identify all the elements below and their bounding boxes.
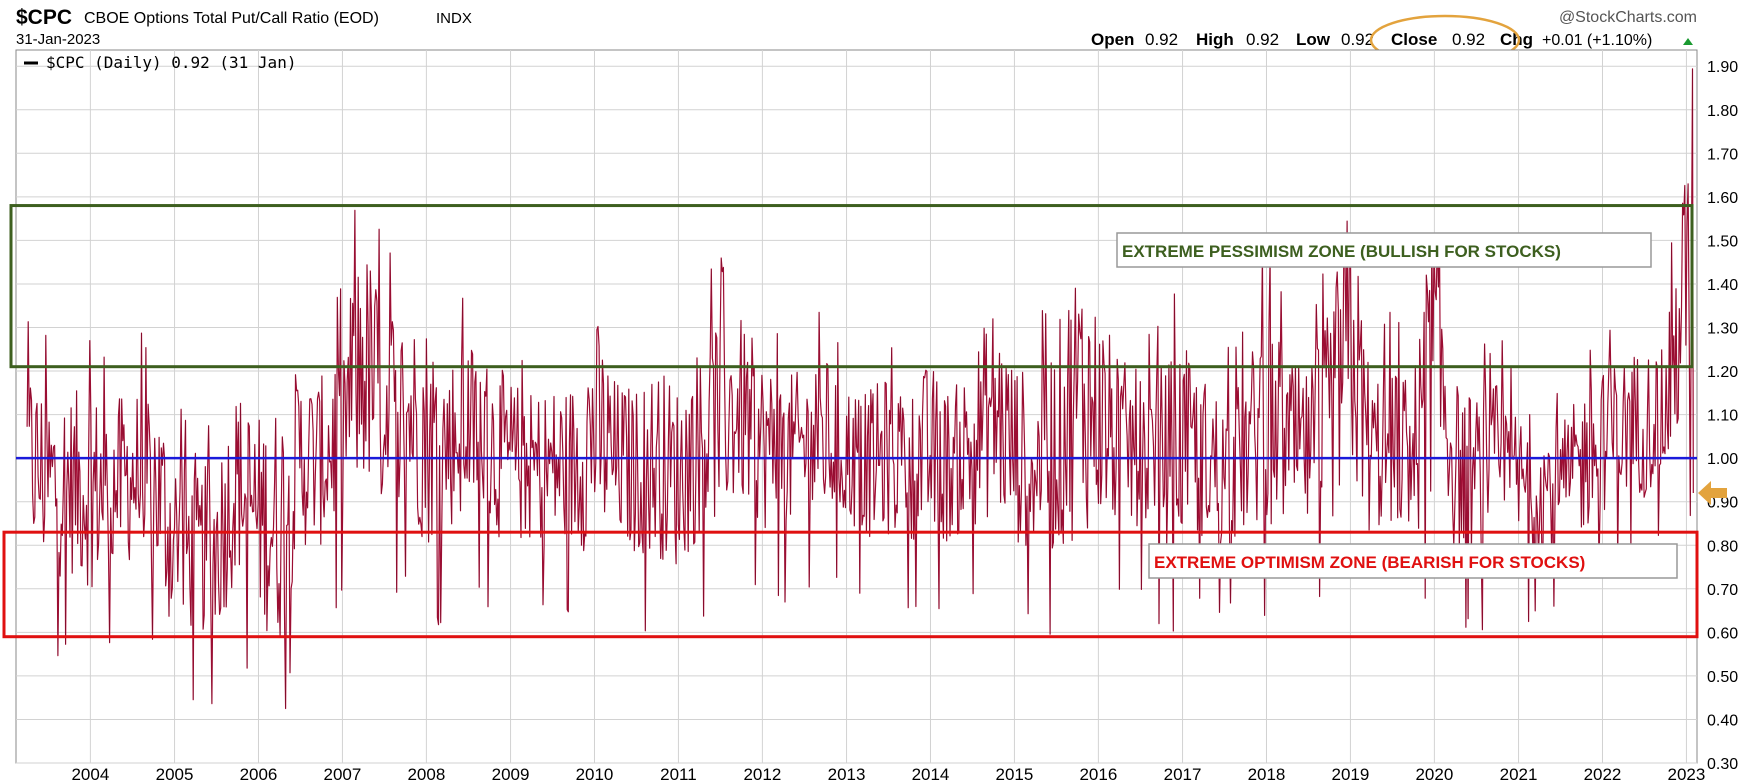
open-value: 0.92 <box>1145 30 1178 49</box>
x-tick-label: 2007 <box>324 765 362 784</box>
y-tick-label: 1.80 <box>1707 103 1738 120</box>
close-value: 0.92 <box>1452 30 1485 49</box>
watermark: @StockCharts.com <box>1559 9 1697 26</box>
high-label: High <box>1196 30 1234 49</box>
y-tick-label: 0.40 <box>1707 712 1738 729</box>
date-label: 31-Jan-2023 <box>16 31 100 48</box>
pessimism-zone-text: EXTREME PESSIMISM ZONE (BULLISH FOR STOC… <box>1122 242 1561 261</box>
y-tick-label: 0.60 <box>1707 625 1738 642</box>
series-cpc-daily <box>26 68 1694 710</box>
x-tick-label: 2015 <box>996 765 1034 784</box>
y-tick-label: 1.00 <box>1707 451 1738 468</box>
y-tick-label: 1.30 <box>1707 321 1738 338</box>
x-tick-label: 2014 <box>912 765 950 784</box>
open-label: Open <box>1091 30 1134 49</box>
x-tick-label: 2020 <box>1415 765 1453 784</box>
x-tick-label: 2010 <box>576 765 614 784</box>
y-tick-label: 0.80 <box>1707 538 1738 555</box>
x-tick-label: 2004 <box>71 765 109 784</box>
ohlc-readout: Open 0.92 High 0.92 Low 0.92 Close 0.92 … <box>1091 30 1652 49</box>
x-tick-label: 2019 <box>1332 765 1370 784</box>
y-axis: 0.30 0.40 0.50 0.60 0.70 0.80 0.90 1.00 1.10 1.20… <box>1707 59 1738 773</box>
pessimism-zone-label: EXTREME PESSIMISM ZONE (BULLISH FOR STOC… <box>1116 232 1652 268</box>
x-tick-label: 2013 <box>828 765 866 784</box>
x-tick-label: 2021 <box>1500 765 1538 784</box>
low-label: Low <box>1296 30 1331 49</box>
y-tick-label: 0.90 <box>1707 495 1738 512</box>
x-tick-label: 2012 <box>743 765 781 784</box>
up-triangle-icon <box>1683 38 1693 45</box>
x-tick-label: 2009 <box>492 765 530 784</box>
legend: $CPC (Daily) 0.92 (31 Jan) <box>24 53 296 72</box>
y-tick-label: 0.50 <box>1707 669 1738 686</box>
optimism-zone-label: EXTREME OPTIMISM ZONE (BEARISH FOR STOCK… <box>1148 543 1678 579</box>
y-tick-label: 1.90 <box>1707 59 1738 76</box>
y-tick-label: 1.50 <box>1707 233 1738 250</box>
x-tick-label: 2011 <box>660 765 697 784</box>
legend-label: $CPC (Daily) 0.92 (31 Jan) <box>46 53 296 72</box>
y-tick-label: 0.30 <box>1707 756 1738 773</box>
x-tick-label: 2005 <box>156 765 194 784</box>
y-tick-label: 1.20 <box>1707 364 1738 381</box>
pessimism-zone-box <box>9 204 1694 369</box>
plot-area <box>15 49 1698 764</box>
series-line-shadow <box>26 68 1694 709</box>
y-tick-label: 1.70 <box>1707 146 1738 163</box>
x-tick-label: 2006 <box>240 765 278 784</box>
low-value: 0.92 <box>1341 30 1374 49</box>
chart-symbol: $CPC <box>16 6 72 29</box>
high-value: 0.92 <box>1246 30 1279 49</box>
y-tick-label: 1.60 <box>1707 190 1738 207</box>
optimism-zone-box <box>2 530 1699 639</box>
y-tick-label: 1.10 <box>1707 408 1738 425</box>
chart-name: CBOE Options Total Put/Call Ratio (EOD) <box>84 10 379 27</box>
x-tick-label: 2017 <box>1164 765 1202 784</box>
chg-value: +0.01 (+1.10%) <box>1542 32 1652 49</box>
x-tick-label: 2018 <box>1248 765 1286 784</box>
x-axis: 2004 2005 2006 2007 2008 2009 2010 2011 2012 2013… <box>71 765 1705 784</box>
close-label: Close <box>1391 30 1437 49</box>
x-tick-label: 2023 <box>1668 765 1706 784</box>
x-tick-label: 2022 <box>1584 765 1622 784</box>
y-tick-label: 1.40 <box>1707 277 1738 294</box>
optimism-zone-text: EXTREME OPTIMISM ZONE (BEARISH FOR STOCK… <box>1154 553 1585 572</box>
y-tick-label: 0.70 <box>1707 582 1738 599</box>
x-tick-label: 2008 <box>407 765 445 784</box>
exchange-label: INDX <box>436 10 472 27</box>
chg-label: Chg <box>1500 30 1533 49</box>
x-tick-label: 2016 <box>1079 765 1117 784</box>
last-value-arrow-icon <box>1698 480 1727 505</box>
